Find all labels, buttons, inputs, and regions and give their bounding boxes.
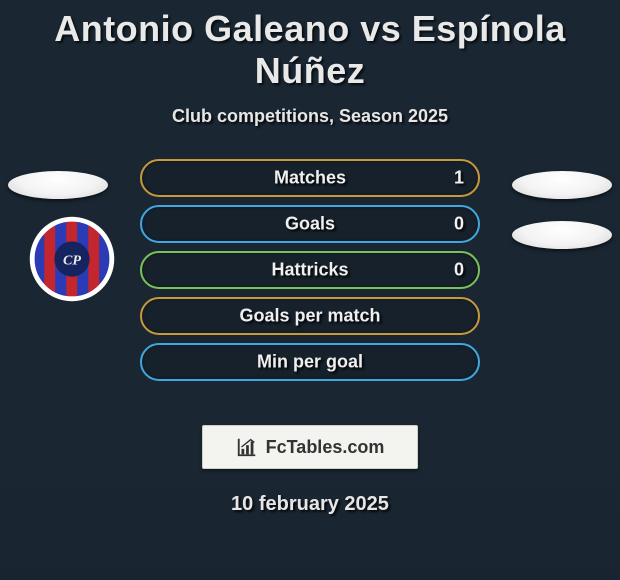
stat-label: Matches xyxy=(142,168,478,189)
stat-label: Goals per match xyxy=(142,306,478,327)
stats-list: Matches1Goals0Hattricks0Goals per matchM… xyxy=(140,159,480,389)
left-player-placeholder-1 xyxy=(8,171,108,199)
right-player-placeholder-2 xyxy=(512,221,612,249)
shield-icon: CP xyxy=(28,215,116,303)
stat-value-right: 0 xyxy=(454,260,464,281)
stat-row: Min per goal xyxy=(140,343,480,381)
stat-value-right: 1 xyxy=(454,168,464,189)
subtitle: Club competitions, Season 2025 xyxy=(0,106,620,127)
brand-plate: FcTables.com xyxy=(202,425,418,469)
comparison-panel: CP Matches1Goals0Hattricks0Goals per mat… xyxy=(0,159,620,389)
stat-label: Goals xyxy=(142,214,478,235)
right-player-placeholder-1 xyxy=(512,171,612,199)
stat-row: Matches1 xyxy=(140,159,480,197)
stat-row: Goals per match xyxy=(140,297,480,335)
stat-label: Min per goal xyxy=(142,352,478,373)
bar-chart-icon xyxy=(236,436,258,458)
svg-text:CP: CP xyxy=(63,252,81,268)
stat-row: Goals0 xyxy=(140,205,480,243)
stat-row: Hattricks0 xyxy=(140,251,480,289)
date-label: 10 february 2025 xyxy=(0,493,620,516)
page-title: Antonio Galeano vs Espínola Núñez xyxy=(0,0,620,92)
brand-text: FcTables.com xyxy=(266,437,385,458)
stat-value-right: 0 xyxy=(454,214,464,235)
left-club-badge: CP xyxy=(28,215,116,303)
stat-label: Hattricks xyxy=(142,260,478,281)
